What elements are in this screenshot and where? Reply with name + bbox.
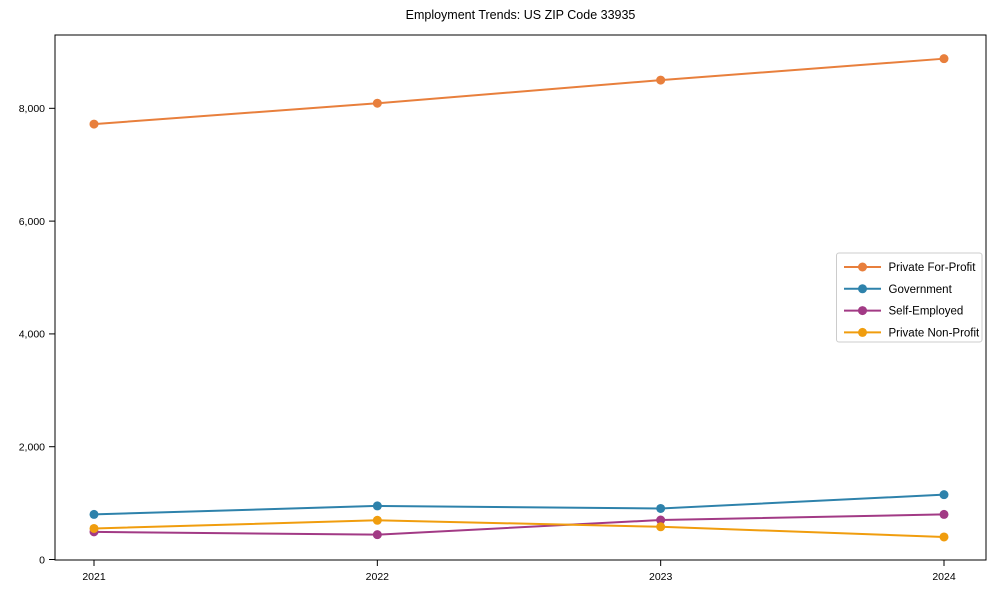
- y-axis-tick-label: 0: [39, 554, 45, 566]
- y-axis-tick-label: 8,000: [19, 103, 45, 115]
- legend-marker: [858, 284, 867, 294]
- data-point: [372, 515, 382, 525]
- plot-border: [54, 34, 987, 561]
- x-axis-tick-label: 2021: [82, 571, 106, 583]
- data-point: [656, 503, 666, 513]
- data-point: [939, 532, 949, 542]
- legend-item-private-for-profit: Private For-Profit: [844, 262, 976, 274]
- y-axis-tick-label: 6,000: [19, 216, 45, 228]
- legend-label: Private Non-Profit: [889, 327, 981, 339]
- y-axis-tick-label: 2,000: [19, 442, 45, 454]
- legend-marker: [858, 262, 867, 272]
- chart-title: Employment Trends: US ZIP Code 33935: [405, 8, 636, 22]
- legend-item-government: Government: [844, 284, 953, 296]
- data-point: [89, 509, 99, 519]
- data-point: [372, 501, 382, 511]
- legend-label: Government: [889, 284, 953, 296]
- series-line-private-non-profit: [93, 519, 945, 538]
- series-line-self-employed: [93, 513, 945, 536]
- data-point: [89, 119, 99, 129]
- data-point: [939, 490, 949, 500]
- data-point: [372, 98, 382, 108]
- legend-label: Private For-Profit: [889, 262, 977, 274]
- legend-marker: [858, 327, 867, 337]
- data-point: [656, 515, 666, 525]
- legend-label: Self-Employed: [889, 306, 964, 318]
- data-point: [656, 75, 666, 85]
- data-point: [372, 530, 382, 540]
- legend: Private For-Profit Government Self-Employe…: [836, 252, 983, 343]
- data-point: [939, 509, 949, 519]
- x-axis-tick-label: 2024: [932, 571, 956, 583]
- x-axis-tick-label: 2022: [366, 571, 390, 583]
- data-point: [656, 522, 666, 532]
- data-point: [89, 523, 99, 533]
- legend-item-self-employed: Self-Employed: [844, 306, 963, 318]
- legend-box: [836, 252, 983, 343]
- series-line-government: [93, 493, 945, 516]
- x-axis-tick-label: 2023: [649, 571, 673, 583]
- data-point: [939, 54, 949, 64]
- legend-marker: [858, 306, 867, 316]
- legend-item-private-non-profit: Private Non-Profit: [844, 327, 980, 339]
- y-axis-tick-label: 4,000: [19, 329, 45, 341]
- series-line-private-for-profit: [93, 57, 945, 126]
